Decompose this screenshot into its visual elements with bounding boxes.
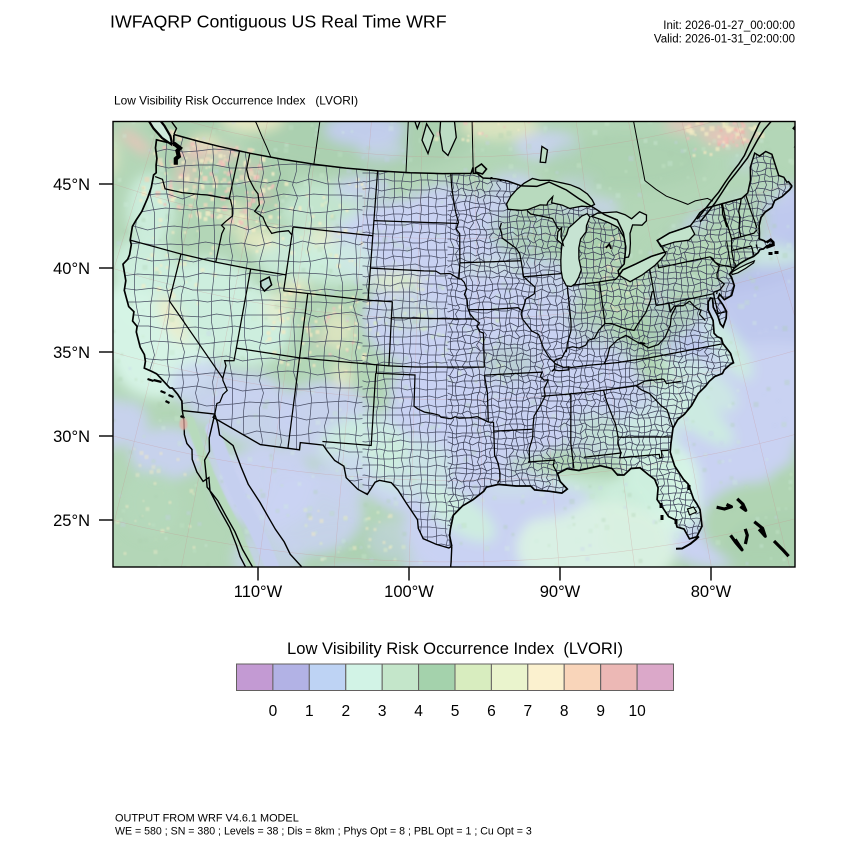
svg-text:Valid: 2026-01-31_02:00:00: Valid: 2026-01-31_02:00:00 bbox=[654, 34, 795, 46]
svg-text:Low Visibility Risk Occurrence: Low Visibility Risk Occurrence Index (LV… bbox=[287, 639, 623, 658]
svg-text:35°N: 35°N bbox=[53, 344, 90, 362]
svg-text:2: 2 bbox=[341, 703, 350, 720]
svg-text:90°W: 90°W bbox=[540, 583, 581, 601]
svg-text:Init: 2026-01-27_00:00:00: Init: 2026-01-27_00:00:00 bbox=[663, 20, 795, 32]
svg-text:30°N: 30°N bbox=[53, 428, 90, 446]
svg-text:110°W: 110°W bbox=[234, 583, 283, 601]
svg-text:45°N: 45°N bbox=[53, 176, 90, 194]
svg-text:10: 10 bbox=[628, 703, 646, 720]
svg-text:IWFAQRP Contiguous US Real Tim: IWFAQRP Contiguous US Real Time WRF bbox=[110, 12, 447, 32]
svg-text:WE = 580 ; SN = 380 ; Levels =: WE = 580 ; SN = 380 ; Levels = 38 ; Dis … bbox=[115, 826, 532, 838]
svg-text:3: 3 bbox=[378, 703, 387, 720]
svg-text:7: 7 bbox=[523, 703, 532, 720]
svg-text:8: 8 bbox=[560, 703, 569, 720]
svg-text:6: 6 bbox=[487, 703, 496, 720]
svg-text:OUTPUT FROM WRF V4.6.1 MODEL: OUTPUT FROM WRF V4.6.1 MODEL bbox=[115, 813, 299, 825]
svg-text:100°W: 100°W bbox=[384, 583, 434, 601]
svg-text:9: 9 bbox=[596, 703, 605, 720]
svg-text:25°N: 25°N bbox=[53, 512, 90, 530]
svg-text:0: 0 bbox=[269, 703, 278, 720]
svg-text:1: 1 bbox=[305, 703, 314, 720]
svg-text:40°N: 40°N bbox=[53, 260, 90, 278]
svg-text:5: 5 bbox=[451, 703, 460, 720]
svg-text:Low Visibility Risk Occurrence: Low Visibility Risk Occurrence Index (LV… bbox=[114, 94, 358, 108]
svg-text:80°W: 80°W bbox=[691, 583, 732, 601]
svg-text:4: 4 bbox=[414, 703, 423, 720]
